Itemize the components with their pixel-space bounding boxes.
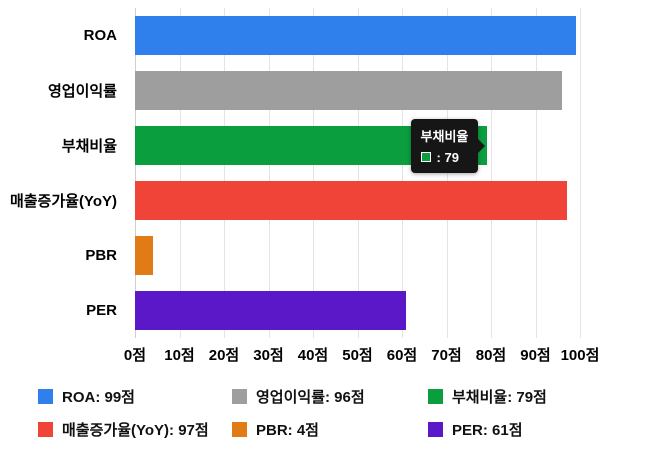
bar-row: [135, 283, 580, 338]
legend-item: PBR: 4점: [232, 419, 428, 440]
legend-item: 부채비율: 79점: [428, 386, 547, 407]
bar-row: [135, 63, 580, 118]
bar-row: [135, 8, 580, 63]
gridline: [357, 8, 359, 338]
gridline: [535, 8, 537, 338]
legend-label: PBR: 4점: [256, 422, 319, 439]
tooltip-title: 부채비율: [420, 128, 469, 144]
x-tick-label: 30점: [253, 347, 284, 364]
legend-swatch: [38, 389, 53, 404]
x-tick-label: 100점: [560, 347, 600, 364]
legend-label: ROA: 99점: [62, 389, 135, 406]
plot-area: 부채비율 : 79: [135, 8, 581, 338]
gridline: [268, 8, 270, 338]
legend-swatch: [38, 422, 53, 437]
x-tick-label: 0점: [123, 347, 147, 364]
legend-item: 영업이익률: 96점: [232, 386, 428, 407]
gridline: [179, 8, 181, 338]
bar-row: [135, 228, 580, 283]
x-axis: 0점 10점 20점 30점 40점 50점 60점 70점 80점 90점 100점: [124, 344, 599, 364]
tooltip-value: : 79: [420, 149, 469, 165]
gridline: [491, 8, 492, 338]
category-label: PBR: [85, 247, 117, 264]
tooltip-arrow-icon: [478, 138, 486, 153]
gridline: [446, 8, 448, 338]
category-label: PER: [86, 302, 117, 319]
bar-row: [135, 173, 580, 228]
gridline: [580, 8, 581, 338]
tooltip-color-swatch: [420, 152, 431, 162]
x-tick-label: 60점: [386, 347, 418, 364]
legend-item: 매출증가율(YoY): 97점: [38, 419, 232, 440]
legend-item: PER: 61점: [428, 419, 547, 440]
category-label: 매출증가율(YoY): [9, 193, 117, 210]
category-label: ROA: [83, 27, 117, 44]
x-tick-label: 10점: [164, 347, 195, 364]
x-tick-label: 50점: [342, 347, 373, 364]
legend-swatch: [232, 422, 247, 437]
x-tick-label: 40점: [297, 347, 329, 364]
gridline: [313, 8, 314, 338]
bar[interactable]: [135, 291, 407, 330]
bar[interactable]: [135, 71, 563, 110]
bar[interactable]: [135, 16, 576, 55]
category-label: 부채비율: [61, 138, 117, 155]
bar[interactable]: [135, 181, 567, 220]
x-tick-label: 90점: [520, 347, 551, 364]
bar-row: [135, 118, 580, 173]
tooltip: 부채비율 : 79: [410, 118, 486, 173]
legend-item: ROA: 99점: [38, 386, 232, 407]
legend-swatch: [428, 422, 443, 437]
x-tick-label: 20점: [208, 347, 240, 364]
x-tick-label: 70점: [431, 347, 462, 364]
legend-label: 매출증가율(YoY): 97점: [62, 422, 209, 439]
bar[interactable]: [135, 236, 153, 275]
x-tick-label: 80점: [475, 347, 507, 364]
category-label: 영업이익률: [47, 83, 117, 100]
legend-swatch: [232, 389, 247, 404]
legend-label: 부채비율: 79점: [452, 389, 547, 406]
legend-label: 영업이익률: 96점: [256, 389, 365, 406]
legend-label: PER: 61점: [452, 422, 523, 439]
legend-swatch: [428, 389, 443, 404]
gridline: [402, 8, 403, 338]
gridline: [224, 8, 225, 338]
gridline: [135, 8, 136, 338]
tooltip-value-text: : 79: [436, 149, 459, 165]
